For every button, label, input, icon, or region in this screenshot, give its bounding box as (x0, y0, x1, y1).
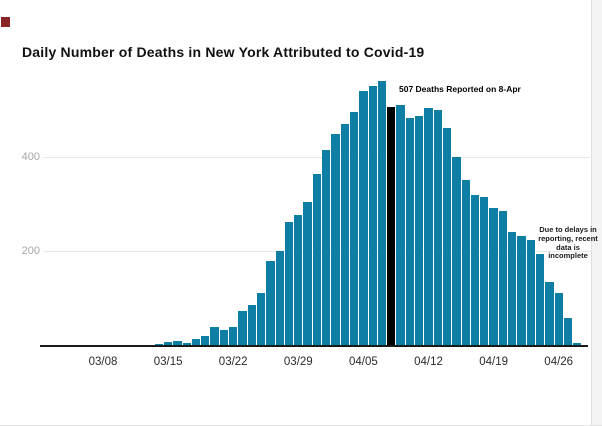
bar-04/09 (396, 105, 405, 345)
bar-03/17 (182, 343, 191, 345)
delay-note: Due to delays in reporting, recent data … (536, 225, 600, 261)
bar-03/31 (312, 174, 322, 345)
bar-03/18 (191, 339, 201, 345)
bar-04/03 (340, 124, 349, 345)
bar-03/21 (219, 330, 229, 345)
bar-03/23 (238, 311, 247, 345)
x-tick-label-04-12: 04/12 (414, 356, 443, 368)
bar-03/27 (275, 251, 284, 345)
delay-note-line-2: reporting, recent (538, 233, 598, 243)
bar-04/21 (508, 232, 517, 345)
bar-04/01 (322, 150, 331, 345)
bar-03/26 (266, 261, 275, 345)
bar-04/16 (461, 180, 470, 345)
highlighted-bar-04/08 (387, 107, 396, 345)
bar-04/26 (554, 293, 563, 345)
bar-04/17 (470, 195, 480, 345)
bar-04/22 (517, 236, 526, 345)
bar-04/12 (424, 108, 433, 345)
bar-04/11 (415, 116, 424, 345)
bar-04/06 (368, 86, 377, 345)
bar-03/28 (284, 222, 294, 345)
x-axis-baseline (40, 345, 588, 347)
gridline-400 (43, 157, 590, 158)
bar-03/14 (154, 344, 163, 345)
bar-04/14 (442, 128, 452, 345)
bar-04/24 (535, 254, 545, 345)
bar-04/19 (489, 208, 498, 345)
bar-03/22 (229, 327, 238, 345)
y-tick-label-400: 400 (21, 151, 40, 163)
bar-04/28 (573, 343, 582, 345)
x-tick-label-03-15: 03/15 (153, 356, 183, 368)
bar-03/15 (163, 342, 173, 345)
bar-04/04 (349, 112, 359, 345)
bar-03/30 (303, 202, 312, 345)
bar-04/02 (331, 134, 340, 345)
red-square-artifact (1, 17, 10, 27)
bar-03/19 (201, 336, 210, 345)
x-tick-label-04-05: 04/05 (349, 356, 378, 368)
bar-04/13 (433, 110, 442, 345)
bar-03/29 (294, 215, 303, 345)
x-tick-label-04-19: 04/19 (479, 356, 508, 368)
bar-04/15 (452, 157, 461, 345)
bar-03/25 (256, 293, 266, 345)
x-tick-label-04-26: 04/26 (544, 356, 574, 368)
y-tick-label-200: 200 (21, 245, 40, 257)
bar-04/18 (480, 197, 489, 345)
bar-04/05 (359, 91, 368, 345)
bar-04/20 (498, 211, 508, 345)
bar-04/07 (377, 81, 387, 345)
delay-note-line-3: data is incomplete (548, 242, 588, 261)
bar-03/16 (173, 341, 182, 345)
x-tick-label-03-22: 03/22 (218, 356, 248, 368)
bar-04/25 (545, 282, 554, 345)
bar-04/23 (526, 240, 535, 345)
chart-title: Daily Number of Deaths in New York Attri… (22, 44, 425, 60)
bar-03/24 (247, 305, 256, 345)
peak-annotation-label: 507 Deaths Reported on 8-Apr (399, 84, 521, 94)
bar-04/10 (405, 118, 415, 345)
window-right-gutter (591, 0, 602, 425)
x-tick-label-03-29: 03/29 (283, 356, 313, 368)
bar-04/27 (563, 318, 573, 345)
bar-03/20 (210, 327, 219, 345)
x-tick-label-03-08: 03/08 (88, 356, 118, 368)
delay-note-line-1: Due to delays in (539, 225, 597, 234)
